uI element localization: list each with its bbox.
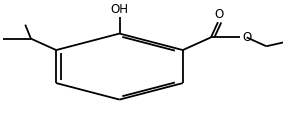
Text: OH: OH — [110, 3, 128, 16]
Text: O: O — [215, 8, 224, 21]
Text: O: O — [242, 31, 251, 44]
